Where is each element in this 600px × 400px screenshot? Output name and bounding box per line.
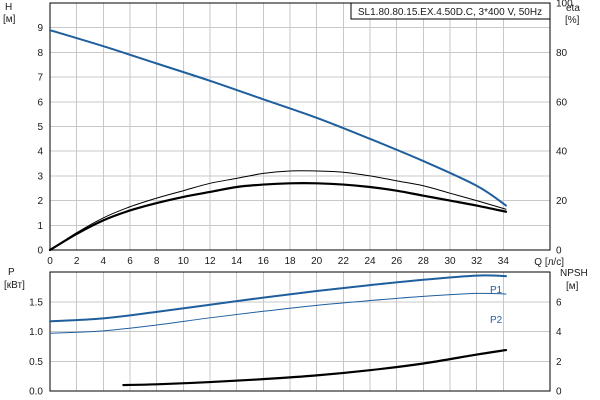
efficiency-tick-label: 20 <box>556 196 568 207</box>
flow-tick-label: 4 <box>101 256 107 267</box>
npsh-tick-label: 4 <box>556 327 562 338</box>
pump-model-title: SL1.80.80.15.EX.4.50D.C, 3*400 V, 50Hz <box>358 7 542 18</box>
head-axis-unit: [м] <box>3 14 16 25</box>
head-tick-label: 4 <box>37 147 43 158</box>
flow-tick-label: 30 <box>444 256 456 267</box>
head-tick-label: 0 <box>37 246 43 257</box>
efficiency-curve <box>49 170 507 251</box>
flow-tick-label: 8 <box>154 256 160 267</box>
efficiency-tick-label: 100 <box>556 0 573 10</box>
head-tick-label: 3 <box>37 171 43 182</box>
flow-tick-label: 10 <box>178 256 190 267</box>
power-tick-label: 1.5 <box>29 297 43 308</box>
flow-tick-label: 14 <box>231 256 243 267</box>
npsh-axis-label: NPSH <box>560 268 588 279</box>
flow-tick-label: 16 <box>258 256 270 267</box>
bottom-grid <box>49 272 550 392</box>
efficiency-axis-ticks: 0 20 40 60 80 100 <box>556 0 573 257</box>
power-tick-label: 1.0 <box>29 327 43 338</box>
flow-tick-label: 26 <box>391 256 403 267</box>
flow-tick-label: 20 <box>311 256 323 267</box>
pump-title-box <box>350 2 551 20</box>
flow-tick-label: 28 <box>418 256 430 267</box>
flow-tick-label: 6 <box>127 256 133 267</box>
npsh-tick-label: 2 <box>556 357 562 368</box>
head-tick-label: 6 <box>37 97 43 108</box>
head-tick-label: 9 <box>37 23 43 34</box>
head-tick-label: 7 <box>37 73 43 84</box>
flow-tick-label: 18 <box>284 256 296 267</box>
flow-tick-label: 2 <box>74 256 80 267</box>
top-grid <box>49 3 550 251</box>
efficiency-tick-label: 60 <box>556 97 568 108</box>
head-tick-label: 8 <box>37 48 43 59</box>
npsh-tick-label: 0 <box>556 387 562 398</box>
top-plot-frame <box>49 2 551 251</box>
top-series-group <box>48 29 508 252</box>
npsh-axis-ticks: 0 2 4 6 <box>556 297 562 397</box>
efficiency-axis-label: eta <box>566 3 580 14</box>
flow-tick-label: 0 <box>47 256 53 267</box>
power-tick-label: 0.5 <box>29 357 43 368</box>
shaft-efficiency-curve <box>48 182 508 252</box>
efficiency-axis-unit: [%] <box>565 15 580 26</box>
flow-axis-label: Q [л/с] <box>534 257 564 268</box>
efficiency-tick-label: 40 <box>556 147 568 158</box>
npsh-tick-label: 6 <box>556 297 562 308</box>
head-axis-label: H <box>5 2 12 13</box>
series-label-p2: P2 <box>490 315 503 326</box>
power-axis-unit: [кВт] <box>4 280 25 291</box>
npsh-axis-unit: [м] <box>566 281 579 292</box>
power-axis-label: P <box>8 267 15 278</box>
series-label-p1: P1 <box>490 285 503 296</box>
npsh-curve <box>122 348 508 387</box>
efficiency-tick-label: 80 <box>556 48 568 59</box>
p2-power-curve <box>49 292 507 334</box>
bottom-series-group <box>49 274 508 387</box>
efficiency-tick-label: 0 <box>556 246 562 257</box>
flow-tick-label: 32 <box>471 256 483 267</box>
power-npsh-panel: 0.0 0.5 1.0 1.5 0 2 4 6 P [кВт] NPSH [м] P1 P2 <box>4 267 588 398</box>
flow-axis-ticks: 0 2 4 6 8 10 12 14 16 18 20 22 24 26 28 30 32 34 <box>47 256 509 267</box>
head-tick-label: 2 <box>37 196 43 207</box>
flow-tick-label: 12 <box>204 256 216 267</box>
head-tick-label: 1 <box>37 221 43 232</box>
flow-tick-label: 24 <box>364 256 376 267</box>
head-tick-label: 5 <box>37 122 43 133</box>
head-curve <box>49 29 507 207</box>
power-axis-ticks: 0.0 0.5 1.0 1.5 <box>29 297 43 397</box>
bottom-plot-frame <box>49 271 551 392</box>
head-axis-ticks: 0 1 2 3 4 5 6 7 8 9 <box>37 23 43 256</box>
p1-power-curve <box>49 274 507 323</box>
flow-tick-label: 22 <box>338 256 350 267</box>
power-tick-label: 0.0 <box>29 387 43 398</box>
flow-tick-label: 34 <box>498 256 510 267</box>
